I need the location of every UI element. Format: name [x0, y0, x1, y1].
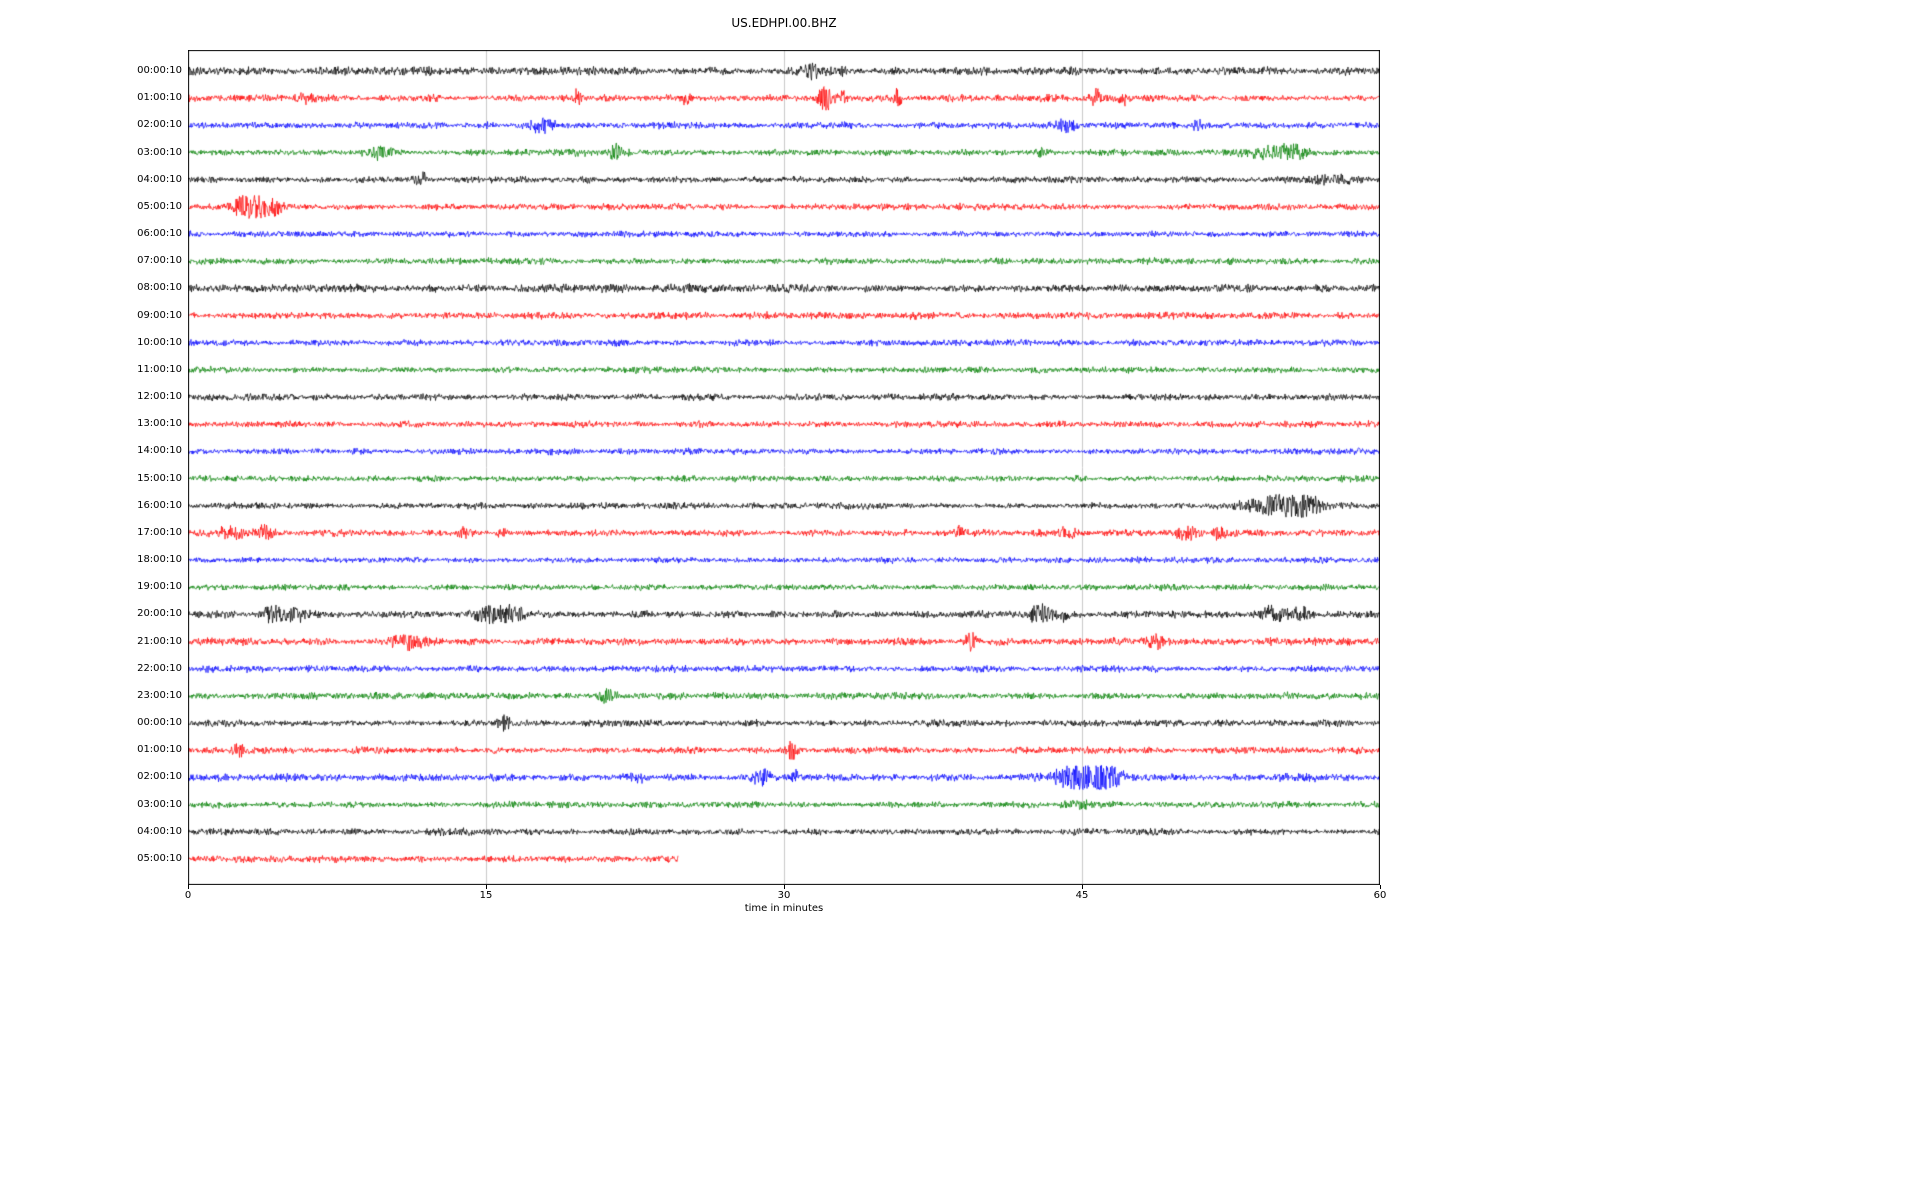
row-label: 09:00:10	[137, 309, 182, 321]
row-label: 04:00:10	[137, 173, 182, 185]
x-tick-label: 45	[1075, 890, 1089, 901]
row-label: 02:00:10	[137, 119, 182, 131]
row-label: 14:00:10	[137, 445, 182, 457]
plot-area	[188, 50, 1380, 885]
row-label: 18:00:10	[137, 554, 182, 566]
x-tick-label: 60	[1373, 890, 1387, 901]
row-label: 02:00:10	[137, 771, 182, 783]
row-label: 03:00:10	[137, 146, 182, 158]
row-label: 16:00:10	[137, 499, 182, 511]
row-label: 03:00:10	[137, 798, 182, 810]
waveform-canvas	[188, 50, 1380, 885]
x-tick-mark	[1082, 885, 1083, 889]
x-tick-mark	[188, 885, 189, 889]
x-tick-label: 30	[777, 890, 791, 901]
row-label: 05:00:10	[137, 852, 182, 864]
x-tick-mark	[1380, 885, 1381, 889]
row-label: 22:00:10	[137, 662, 182, 674]
row-label: 05:00:10	[137, 200, 182, 212]
row-label: 01:00:10	[137, 92, 182, 104]
row-label: 08:00:10	[137, 282, 182, 294]
row-label: 11:00:10	[137, 363, 182, 375]
row-label: 07:00:10	[137, 255, 182, 267]
row-label: 04:00:10	[137, 825, 182, 837]
row-label: 10:00:10	[137, 336, 182, 348]
row-label: 01:00:10	[137, 744, 182, 756]
row-label: 15:00:10	[137, 472, 182, 484]
row-label: 06:00:10	[137, 228, 182, 240]
x-tick-mark	[486, 885, 487, 889]
row-label: 19:00:10	[137, 581, 182, 593]
chart-title: US.EDHPI.00.BHZ	[731, 16, 837, 30]
row-label: 13:00:10	[137, 418, 182, 430]
row-label: 23:00:10	[137, 689, 182, 701]
row-label: 17:00:10	[137, 526, 182, 538]
row-label: 21:00:10	[137, 635, 182, 647]
x-tick-label: 0	[184, 890, 192, 901]
row-label: 12:00:10	[137, 391, 182, 403]
x-tick-label: 15	[479, 890, 493, 901]
row-label: 00:00:10	[137, 65, 182, 76]
x-axis-label: time in minutes	[744, 903, 824, 914]
x-tick-mark	[784, 885, 785, 889]
row-label: 00:00:10	[137, 717, 182, 729]
row-label: 20:00:10	[137, 608, 182, 620]
